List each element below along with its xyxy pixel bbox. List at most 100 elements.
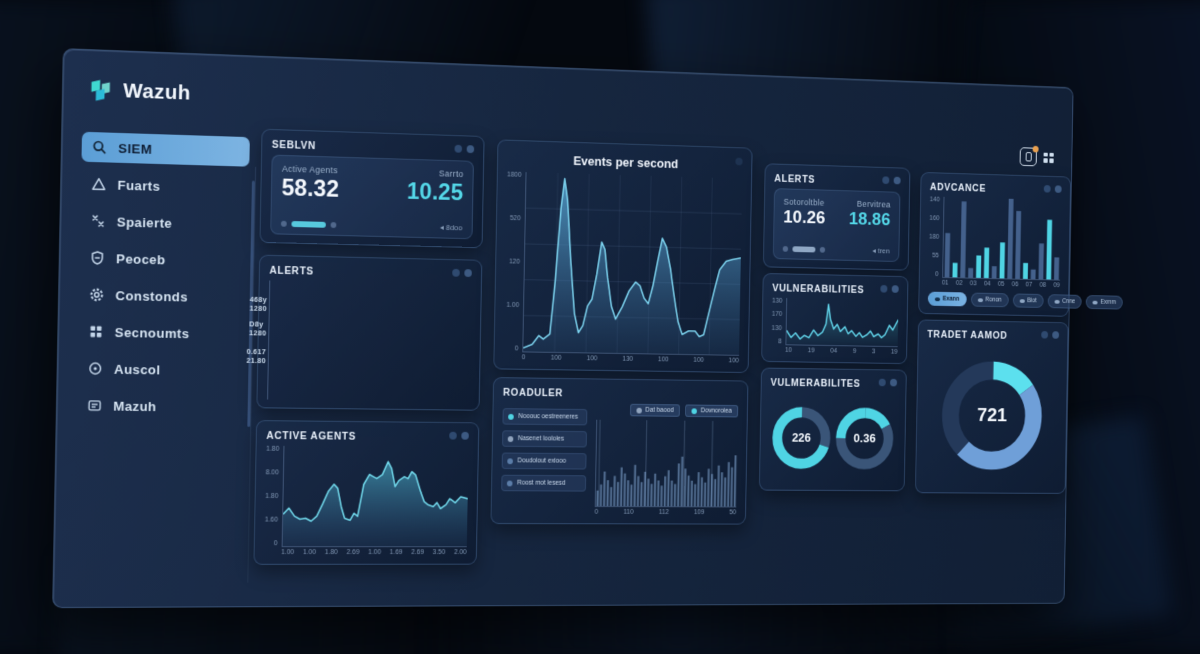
- progress-dot: [331, 222, 337, 228]
- legend-dot: [508, 413, 514, 419]
- sidebar-item-label: Auscol: [114, 361, 161, 377]
- brand-name: Wazuh: [123, 79, 191, 105]
- card-menu-dot[interactable]: [454, 145, 462, 153]
- chip-label: Cnne: [1062, 298, 1075, 305]
- brand-logo[interactable]: Wazuh: [87, 76, 251, 110]
- legend-dot: [507, 458, 513, 464]
- progress-dot: [783, 246, 788, 252]
- card-advance: ADVCANCE 140 160 180 55 0 01 02 03 04 05 06 07 08 09 …: [918, 172, 1071, 317]
- axis-tick: 112: [659, 509, 669, 516]
- card-title: VULMERABILITES: [770, 377, 860, 390]
- active_agents-svg: [282, 446, 468, 546]
- legend-chip[interactable]: Dovnoroiea: [685, 404, 738, 417]
- wazuh-logo-icon: [87, 76, 115, 105]
- legend-item[interactable]: Nasenet loololes: [502, 430, 587, 447]
- card-menu-dot[interactable]: [449, 432, 457, 440]
- vulnerabilities-chart: 130 170 130 8 10 19 04 9 3 19: [771, 298, 898, 356]
- alerts-trend-chart: 468y 1280 D8y 1280 0.617 21.80: [267, 280, 472, 401]
- card-alerts-trend: ALERTS 468y 1280 D8y 1280 0.617 21.80: [256, 255, 482, 411]
- card-menu-dot[interactable]: [1052, 331, 1059, 339]
- active-agents-chart: 1.80 8.00 1.80 1.60 0 1.00 1.00 1.80 2.69 1.00 1.6…: [264, 446, 468, 556]
- card-menu-dot[interactable]: [461, 432, 469, 440]
- filter-chip[interactable]: Exmm: [1086, 295, 1123, 310]
- card-menu-dot[interactable]: [879, 379, 886, 387]
- alerts_line-svg: [268, 280, 270, 398]
- stat-panel: Active Agents 58.32 Sarrto 10.25 ◂ 8doo: [270, 155, 474, 240]
- sidebar-item-siem[interactable]: SIEM: [81, 132, 249, 167]
- axis-tick: 2.00: [454, 549, 467, 556]
- sidebar-item-auscol[interactable]: Auscol: [77, 353, 246, 385]
- card-menu-dot[interactable]: [892, 285, 899, 293]
- card-menu-dot[interactable]: [467, 145, 475, 153]
- active_agents-plot: [281, 446, 468, 547]
- app-icon-glyph: [1025, 152, 1031, 161]
- stat-footnote: ◂ 8doo: [440, 223, 463, 232]
- axis-tick: 1800: [507, 172, 522, 179]
- axis-tick: 170: [772, 311, 782, 318]
- sidebar-item-secnoumts[interactable]: Secnoumts: [78, 316, 247, 349]
- chip-dot: [977, 298, 982, 302]
- sidebar-item-label: SIEM: [118, 140, 152, 156]
- legend-label: Dat baood: [645, 407, 673, 414]
- axis-tick: 55: [932, 253, 939, 260]
- axis-tick: 0: [515, 346, 519, 353]
- axis-tick: 100: [658, 356, 669, 363]
- chart-title: Events per second: [507, 151, 742, 173]
- card-menu-dot[interactable]: [1044, 185, 1051, 193]
- advance-svg: [943, 197, 1062, 280]
- app-icon[interactable]: [1020, 147, 1037, 166]
- filter-chip[interactable]: Exann: [928, 292, 967, 307]
- shield-icon: [89, 250, 105, 266]
- filter-chip[interactable]: Cnne: [1048, 294, 1083, 309]
- axis-tick: 0: [935, 271, 938, 278]
- card-menu-dot[interactable]: [1055, 185, 1062, 193]
- legend-item[interactable]: Doudolout exiooo: [502, 453, 587, 470]
- chip-label: Ronon: [985, 297, 1001, 304]
- card-vulnerabilities-donuts: VULMERABILITES 226 0.36: [759, 368, 907, 492]
- sidebar-item-constonds[interactable]: Constonds: [79, 279, 248, 312]
- grid-icon: [88, 324, 104, 340]
- sidebar-item-spaierte[interactable]: Spaierte: [80, 206, 248, 240]
- vulnerability-donut: 226: [769, 403, 834, 471]
- axis-tick: 01: [942, 280, 949, 287]
- grid-dots-icon[interactable]: [1043, 152, 1053, 162]
- filter-chip[interactable]: Ronon: [970, 293, 1008, 308]
- card-threat: TRADET AAMOD 721: [915, 319, 1069, 493]
- legend-chip[interactable]: Dat baood: [630, 404, 680, 417]
- scheduler-histogram: 0 110 112 109 50: [595, 420, 738, 516]
- axis-tick: 06: [1012, 281, 1019, 288]
- card-menu-dot[interactable]: [452, 269, 460, 277]
- legend-item[interactable]: Nooouc oestreeneres: [502, 408, 587, 425]
- progress-dot: [281, 220, 287, 226]
- events-plot: [522, 172, 742, 356]
- card-menu-dot[interactable]: [894, 177, 901, 185]
- axis-tick: 3: [872, 349, 876, 356]
- axis-tick: 1.00: [303, 549, 316, 556]
- sidebar-item-peoceb[interactable]: Peoceb: [79, 243, 247, 277]
- sidebar-item-label: Secnoumts: [115, 325, 190, 341]
- card-menu-dot[interactable]: [880, 285, 887, 293]
- card-title: TRADET AAMOD: [927, 329, 1007, 342]
- axis-tick: 130: [772, 298, 782, 305]
- card-menu-dot[interactable]: [735, 158, 742, 166]
- card-menu-dot[interactable]: [1041, 331, 1048, 339]
- axis-tick: 9: [853, 348, 857, 355]
- badge-icon: [87, 397, 103, 413]
- card-menu-dot[interactable]: [464, 269, 472, 277]
- vulnerability-donut: 0.36: [833, 404, 897, 472]
- x-axis-ticks: 1.00 1.00 1.80 2.69 1.00 1.69 2.69 3.50 2.00: [281, 547, 467, 556]
- card-menu-dot[interactable]: [882, 176, 889, 184]
- chip-label: Biot: [1027, 297, 1037, 304]
- sidebar-item-fuarts[interactable]: Fuarts: [81, 169, 249, 203]
- sidebar: Wazuh SIEM Fuarts Spaierte: [73, 68, 251, 591]
- sidebar-nav: SIEM Fuarts Spaierte Peoceb: [77, 132, 250, 422]
- axis-tick: 160: [929, 215, 939, 222]
- axis-tick: 2.69: [411, 549, 424, 556]
- sidebar-item-mazuh[interactable]: Mazuh: [77, 390, 246, 422]
- card-menu-dot[interactable]: [890, 379, 897, 387]
- legend-item[interactable]: Roost mot lesesd: [501, 475, 586, 492]
- axis-tick: 19: [808, 347, 815, 354]
- filter-chip[interactable]: Biot: [1013, 293, 1044, 308]
- legend-label: Nasenet loololes: [518, 435, 564, 442]
- alert-triangle-icon: [91, 176, 107, 192]
